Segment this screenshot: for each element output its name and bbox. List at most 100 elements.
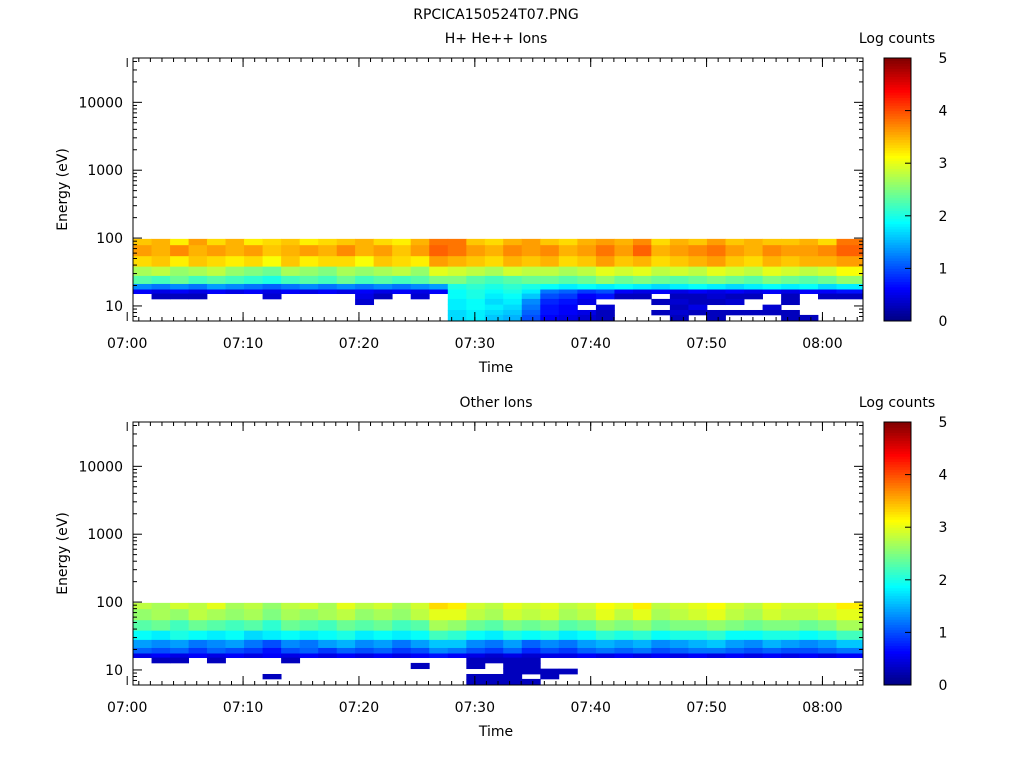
heatmap-cell [558,630,578,641]
heatmap-cell [392,238,412,246]
colorbar-swatch [884,71,911,75]
heatmap-cell [762,245,782,257]
heatmap-cell [299,289,319,295]
heatmap-cell [706,647,726,654]
heatmap-cell [651,275,671,285]
colorbar-tick-label: 2 [939,209,948,225]
heatmap-cell [151,609,171,621]
colorbar-swatch [884,469,911,473]
heatmap-cell [762,283,782,290]
heatmap-cell [447,289,467,295]
colorbar-tick-label: 1 [939,625,948,641]
colorbar-swatch [884,550,911,554]
colorbar-swatch [884,58,911,62]
heatmap-cell [836,293,864,300]
heatmap-cell [484,620,504,632]
heatmap-cell [151,653,171,659]
heatmap-cell [484,657,504,664]
heatmap-cell [688,266,708,277]
heatmap-cell [706,653,726,659]
heatmap-cell [762,256,782,268]
heatmap-cell [744,602,763,610]
heatmap-cell [466,275,486,285]
heatmap-cell [577,639,597,649]
colorbar-swatch [884,582,911,586]
colorbar-swatch [884,315,911,319]
colorbar-swatch [884,234,911,238]
heatmap-cell [318,238,338,246]
heatmap-cell [651,647,671,654]
heatmap-cell [151,630,171,641]
heatmap-cell [521,309,541,316]
heatmap-cell [781,289,800,295]
colorbar-frame [883,421,912,686]
heatmap-cell [133,266,152,277]
heatmap-cell [336,238,356,246]
heatmap-cell [725,238,745,246]
x-axis-label: Time [478,360,513,376]
heatmap-cell [466,256,486,268]
heatmap-cell [206,620,226,632]
heatmap-cell [818,653,837,659]
heatmap-cell [669,293,689,300]
heatmap-cell [521,602,541,610]
colorbar-swatch [884,666,911,670]
heatmap-cell [836,653,864,659]
heatmap-cell [762,266,782,277]
heatmap-cell [410,238,430,246]
heatmap-cell [614,256,634,268]
heatmap-cell [170,266,190,277]
heatmap-cell [744,647,763,654]
heatmap-cell [133,602,152,610]
heatmap-cell [188,266,208,277]
colorbar-swatch [884,255,911,259]
colorbar-swatch [884,498,911,502]
heatmap-cell [558,283,578,290]
heatmap-cell [706,620,726,632]
heatmap-cell [781,309,800,316]
heatmap-cell [244,283,263,290]
heatmap-cell [632,238,652,246]
heatmap-cell [540,647,560,654]
heatmap-cell [466,293,486,300]
colorbar-swatch [884,252,911,256]
heatmap-cell [725,609,745,621]
heatmap-cell [558,238,578,246]
heatmap-cell [503,647,523,654]
heatmap-cell [503,653,523,659]
heatmap-cell [595,620,615,632]
heatmap-cell [355,238,375,246]
colorbar-swatch [884,152,911,156]
colorbar-swatch [884,231,911,235]
heatmap-cell [595,283,615,290]
heatmap-cell [133,620,152,632]
heatmap-cell [484,266,504,277]
colorbar-swatch [884,186,911,190]
heatmap-cell [373,639,393,649]
heatmap-cell [706,238,726,246]
heatmap-cell [503,602,523,610]
heatmap-cell [799,289,819,295]
heatmap-cell [410,620,430,632]
heatmap-cell [225,630,245,641]
colorbar-swatch [884,432,911,436]
heatmap-cell [818,238,837,246]
colorbar-swatch [884,495,911,499]
heatmap-cell [503,289,523,295]
heatmap-cell [373,256,393,268]
heatmap-cell [244,256,263,268]
heatmap-cell [244,630,263,641]
colorbar-swatch [884,458,911,462]
heatmap-cell [151,266,171,277]
colorbar-swatch [884,658,911,662]
heatmap-cell [725,620,745,632]
colorbar-swatch [884,632,911,636]
colorbar-swatch [884,519,911,523]
heatmap-cell [762,602,782,610]
colorbar-swatch [884,249,911,254]
heatmap-cell [706,275,726,285]
heatmap-cell [318,256,338,268]
heatmap-cell [262,275,282,285]
heatmap-cell [521,283,541,290]
colorbar-swatch [884,144,911,148]
